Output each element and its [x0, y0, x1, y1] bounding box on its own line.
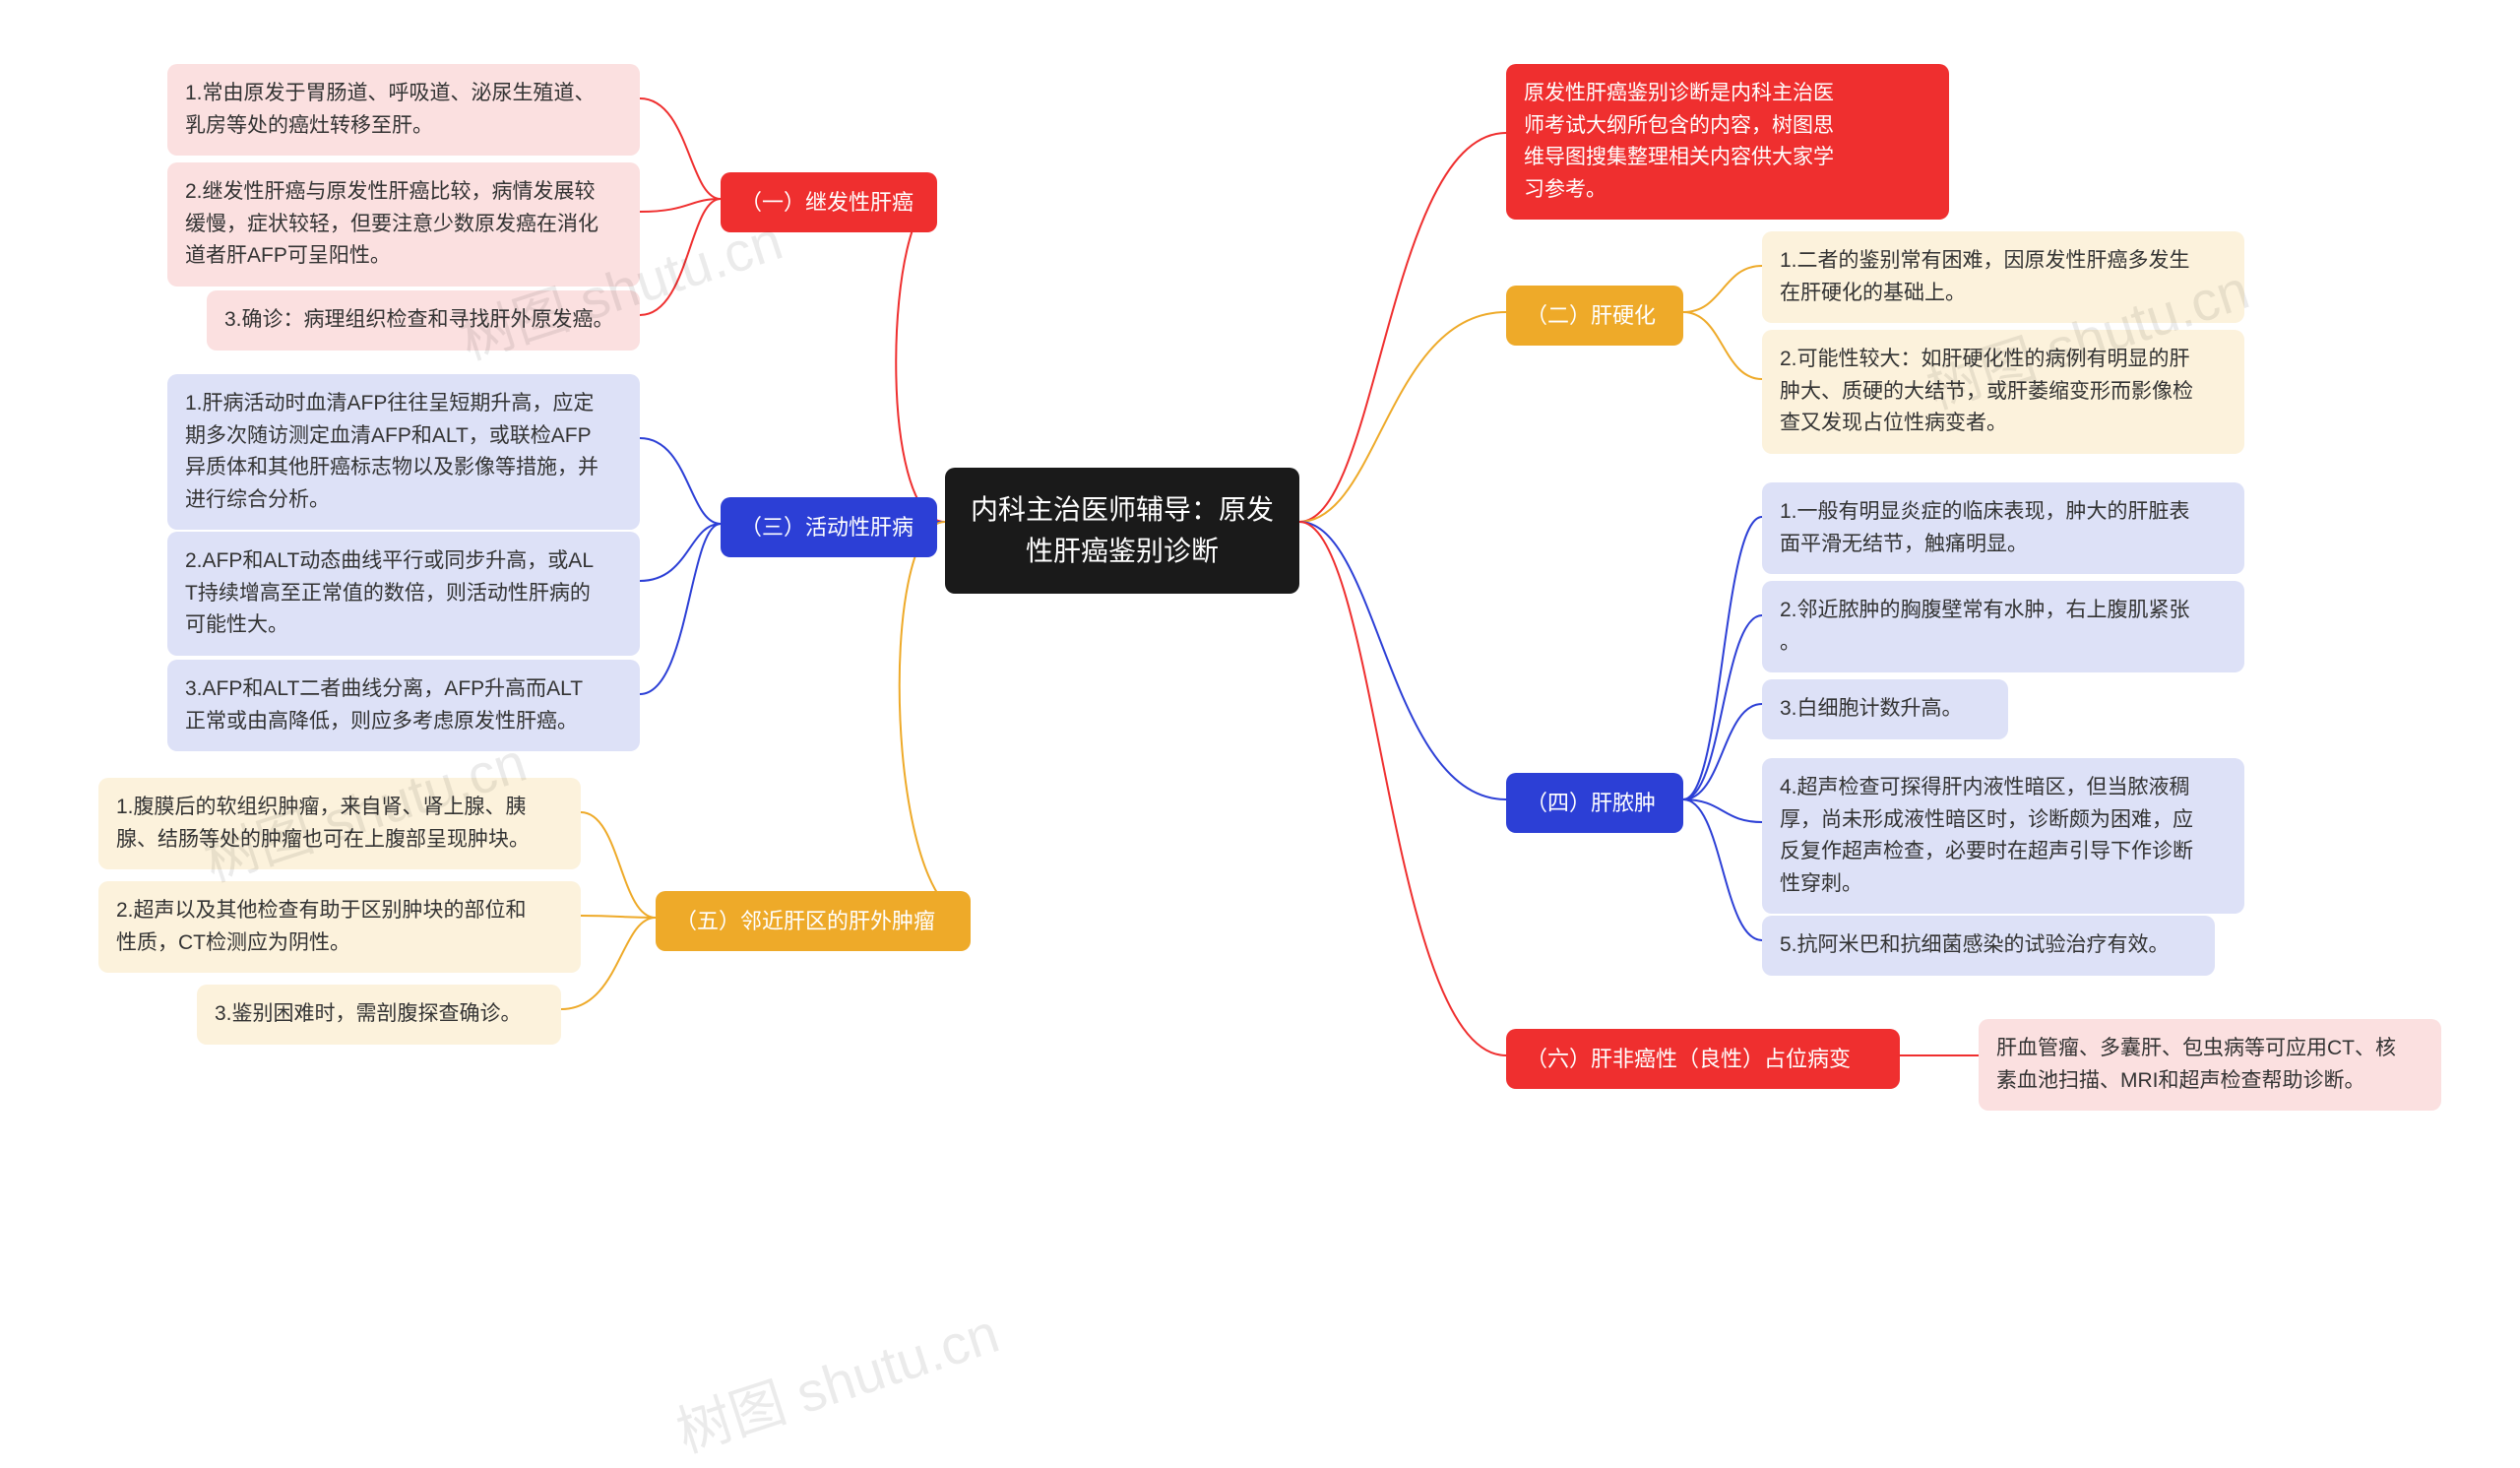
branch-5-label: （五）邻近肝区的肝外肿瘤 — [656, 891, 971, 951]
branch-4-leaf: 2.邻近脓肿的胸腹壁常有水肿，右上腹肌紧张。 — [1762, 581, 2244, 672]
branch-4-leaf: 5.抗阿米巴和抗细菌感染的试验治疗有效。 — [1762, 916, 2215, 976]
branch-1-label: （一）继发性肝癌 — [721, 172, 937, 232]
branch-3-leaf: 1.肝病活动时血清AFP往往呈短期升高，应定期多次随访测定血清AFP和ALT，或… — [167, 374, 640, 530]
intro-leaf: 原发性肝癌鉴别诊断是内科主治医师考试大纲所包含的内容，树图思维导图搜集整理相关内… — [1506, 64, 1949, 220]
branch-3-leaf: 3.AFP和ALT二者曲线分离，AFP升高而ALT正常或由高降低，则应多考虑原发… — [167, 660, 640, 751]
branch-1-leaf: 3.确诊：病理组织检查和寻找肝外原发癌。 — [207, 290, 640, 351]
branch-2-leaf: 1.二者的鉴别常有困难，因原发性肝癌多发生在肝硬化的基础上。 — [1762, 231, 2244, 323]
mindmap-canvas: 内科主治医师辅导：原发性肝癌鉴别诊断 （一）继发性肝癌 （二）肝硬化 （三）活动… — [0, 0, 2520, 1372]
branch-3-leaf: 2.AFP和ALT动态曲线平行或同步升高，或ALT持续增高至正常值的数倍，则活动… — [167, 532, 640, 656]
watermark: 树图 shutu.cn — [665, 1290, 1008, 1468]
branch-5-leaf: 1.腹膜后的软组织肿瘤，来自肾、肾上腺、胰腺、结肠等处的肿瘤也可在上腹部呈现肿块… — [98, 778, 581, 869]
branch-1-leaf: 2.继发性肝癌与原发性肝癌比较，病情发展较缓慢，症状较轻，但要注意少数原发癌在消… — [167, 162, 640, 287]
branch-5-leaf: 2.超声以及其他检查有助于区别肿块的部位和性质，CT检测应为阴性。 — [98, 881, 581, 973]
branch-4-leaf: 3.白细胞计数升高。 — [1762, 679, 2008, 739]
branch-2-label: （二）肝硬化 — [1506, 286, 1683, 346]
center-node: 内科主治医师辅导：原发性肝癌鉴别诊断 — [945, 468, 1299, 594]
branch-5-leaf: 3.鉴别困难时，需剖腹探查确诊。 — [197, 985, 561, 1045]
branch-4-leaf: 4.超声检查可探得肝内液性暗区，但当脓液稠厚，尚未形成液性暗区时，诊断颇为困难，… — [1762, 758, 2244, 914]
branch-4-leaf: 1.一般有明显炎症的临床表现，肿大的肝脏表面平滑无结节，触痛明显。 — [1762, 482, 2244, 574]
branch-1-leaf: 1.常由原发于胃肠道、呼吸道、泌尿生殖道、乳房等处的癌灶转移至肝。 — [167, 64, 640, 156]
branch-6-leaf: 肝血管瘤、多囊肝、包虫病等可应用CT、核素血池扫描、MRI和超声检查帮助诊断。 — [1979, 1019, 2441, 1111]
branch-2-leaf: 2.可能性较大：如肝硬化性的病例有明显的肝肿大、质硬的大结节，或肝萎缩变形而影像… — [1762, 330, 2244, 454]
branch-4-label: （四）肝脓肿 — [1506, 773, 1683, 833]
branch-6-label: （六）肝非癌性（良性）占位病变 — [1506, 1029, 1900, 1089]
branch-3-label: （三）活动性肝病 — [721, 497, 937, 557]
